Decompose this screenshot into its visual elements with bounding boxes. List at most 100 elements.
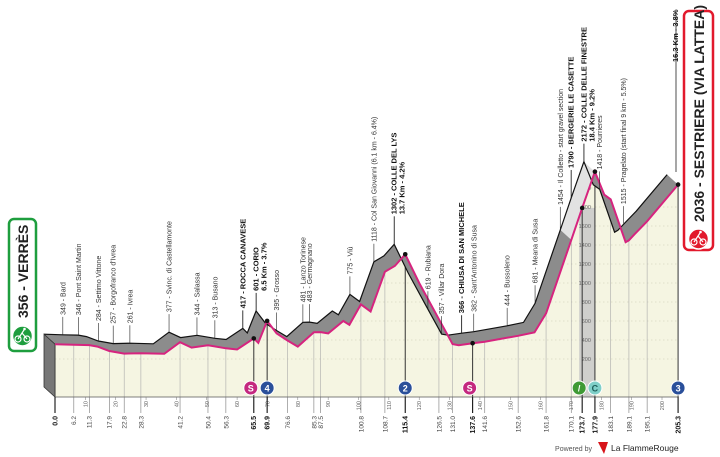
- start-box: 356 - VERRÈS: [7, 217, 38, 353]
- km-mark-label: 161.8: [543, 416, 550, 433]
- marker-symbol: /: [578, 384, 581, 394]
- x-tick-label: 150: [508, 401, 514, 410]
- climb-cat-3-marker-icon: [670, 380, 686, 396]
- climb-length-gradient: 18.4 Km - 9.2%: [587, 89, 596, 142]
- place-label: 1418 - Pourrieres: [597, 115, 604, 190]
- x-tick-label: 180: [599, 401, 605, 410]
- km-mark-label: 22.8: [122, 416, 129, 429]
- profile-key-point: [402, 252, 408, 257]
- place-label: 1302 - COLLE DEL LYS 13.7 Km - 4.2%: [390, 133, 407, 245]
- profile-area-fill: [55, 171, 679, 397]
- finish-box: 2036 - SESTRIERE (VIA LATTEA) 16.3 Km - …: [671, 5, 715, 252]
- place-name: 395 - Grosso: [274, 270, 281, 311]
- x-tick-label: 40: [174, 401, 180, 407]
- place-name: 377 - Svinc. di Castellamonte: [167, 221, 174, 312]
- flamme-rouge-logo-icon: [598, 442, 608, 454]
- place-label: 284 - Settimo Vittone: [96, 256, 103, 342]
- sprint-marker-icon: [243, 380, 259, 396]
- marker-symbol: 4: [265, 384, 270, 394]
- marker-symbol: S: [248, 384, 254, 394]
- km-mark-label: 28.3: [138, 416, 145, 429]
- marker-symbol: 2: [403, 384, 408, 394]
- place-name: 619 - Rubiana: [425, 245, 432, 289]
- elevation-tick-label: 800: [582, 300, 591, 306]
- place-label: 1515 - Pragelato (start final 9 km - 5.5…: [621, 78, 628, 225]
- x-tick-label: 60: [235, 401, 241, 407]
- place-name: 1454 - Il Colletto - start gravel sectio…: [558, 89, 565, 205]
- x-tick-label: 200: [660, 401, 666, 410]
- km-mark-label: 115.4: [403, 416, 410, 433]
- sprint-marker: S: [243, 380, 259, 396]
- marker-symbol: C: [592, 384, 599, 394]
- place-label: 357 - Villar Dora: [439, 264, 446, 335]
- place-name: 366 - CHIUSA DI SAN MICHELE: [457, 202, 466, 313]
- place-label: 261 - Ivrea: [127, 290, 134, 344]
- km-mark-label: 177.9: [592, 416, 599, 434]
- km-mark-label: 85.3: [311, 416, 318, 429]
- finish-box-frame: [682, 9, 715, 252]
- x-tick-label: 90: [326, 401, 332, 407]
- place-name: 1515 - Pragelato (start final 9 km - 5.5…: [621, 78, 628, 204]
- profile-key-point: [675, 182, 681, 187]
- gravel-sector-column: [579, 207, 595, 397]
- climb-length-gradient: 6.5 Km - 3.7%: [260, 242, 269, 291]
- place-label: 346 - Pont Saint Martin: [76, 243, 83, 336]
- place-name: 1118 - Col San Giovanni (6.1 km - 6.4%): [371, 117, 378, 242]
- x-tick-label: 160: [539, 401, 545, 410]
- climb-length-gradient: 13.7 Km - 4.2%: [398, 161, 407, 214]
- elevation-tick-label: 600: [582, 319, 591, 325]
- km-mark-label: 76.6: [285, 416, 292, 429]
- cima-coppi-marker-icon: [587, 380, 603, 396]
- km-mark-label: 173.7: [580, 416, 587, 434]
- place-name: 681 - Meana di Susa: [533, 219, 540, 284]
- x-tick-label: 20: [114, 401, 120, 407]
- km-mark-label: 50.4: [205, 416, 212, 429]
- profile-key-point: [579, 205, 585, 211]
- place-label: 481 - Lanzo Torinese: [300, 237, 307, 323]
- x-tick-label: 110: [387, 401, 393, 410]
- elevation-tick-label: 1600: [579, 224, 591, 230]
- km-mark-label: 87.5: [318, 416, 325, 429]
- place-name: 481 - Lanzo Torinese: [300, 237, 307, 302]
- elevation-tick-label: 1800: [579, 205, 591, 211]
- place-name: 417 - ROCCA CANAVESE: [238, 219, 247, 309]
- marker-symbol: S: [467, 384, 473, 394]
- sprint-marker: S: [462, 380, 478, 396]
- km-mark-label: 11.3: [87, 416, 94, 429]
- km-mark-label: 131.0: [450, 416, 457, 433]
- climb-cat-4-marker: 4: [259, 380, 275, 396]
- place-label: 366 - CHIUSA DI SAN MICHELE: [457, 202, 466, 334]
- km-mark-label: 205.3: [675, 416, 682, 434]
- km-mark-label: 170.1: [569, 416, 576, 433]
- gravel-marker: /: [571, 380, 587, 396]
- x-tick-label: 130: [448, 401, 454, 410]
- km-mark-label: 141.6: [482, 416, 489, 433]
- place-name: 444 - Bussoleno: [505, 255, 512, 306]
- place-label: 483 - Germagnano: [307, 243, 314, 323]
- place-name: 382 - Sant'Antonino di Susa: [471, 225, 478, 312]
- elevation-tick-label: 400: [582, 338, 591, 344]
- profile-key-point: [251, 336, 257, 341]
- x-tick-label: 30: [144, 401, 150, 407]
- place-name: 2172 - COLLE DELLE FINESTRE: [579, 27, 588, 142]
- finish-label: 2036 - SESTRIERE (VIA LATTEA): [691, 5, 707, 222]
- x-tick-label: 190: [630, 401, 636, 410]
- km-mark-label: 17.9: [107, 416, 114, 429]
- brand-name: La FlammeRouge: [611, 443, 679, 453]
- cyclist-icon: [11, 325, 34, 347]
- place-name: 344 - Salassa: [194, 272, 201, 315]
- km-mark-label: 56.3: [223, 416, 230, 429]
- gravel-section-band: [560, 161, 595, 240]
- place-name: 775 - Viù: [347, 246, 354, 274]
- km-mark-label: 152.6: [516, 416, 523, 433]
- x-tick-label: 70: [265, 401, 271, 407]
- climb-cat-2-marker-icon: [397, 380, 413, 396]
- km-mark-label: 69.9: [265, 416, 272, 430]
- place-label: 382 - Sant'Antonino di Susa: [471, 225, 478, 332]
- place-name: 313 - Busano: [212, 277, 219, 319]
- powered-by-text: Powered by: [555, 446, 592, 453]
- km-mark-label: 65.5: [251, 416, 258, 430]
- x-tick-label: 10: [83, 401, 89, 407]
- cima-coppi-marker: C: [587, 380, 603, 396]
